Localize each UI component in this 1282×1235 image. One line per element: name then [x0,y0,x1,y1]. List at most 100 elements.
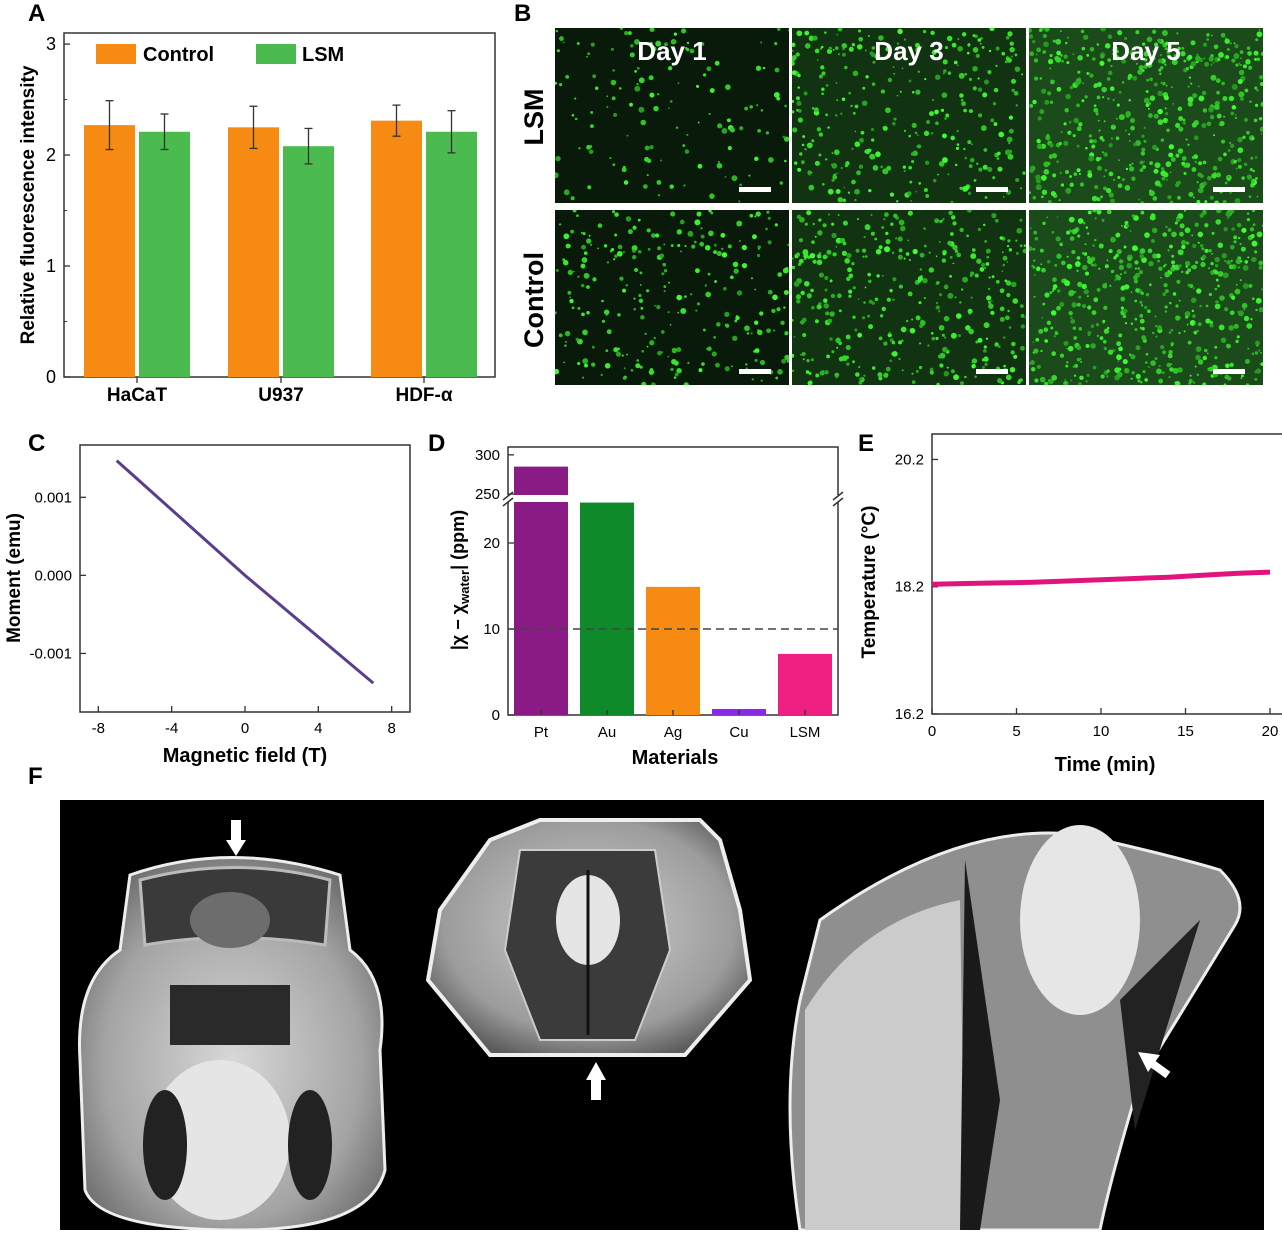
cell-dot [796,100,802,106]
cell-dot [799,152,803,156]
cell-dot [1032,247,1036,251]
cell-dot [1120,296,1126,302]
cell-dot [826,249,832,255]
cell-dot [847,191,851,194]
cell-dot [1146,78,1150,82]
ylabel-part3: | (ppm) [448,510,468,570]
cell-dot [1118,159,1120,162]
cell-dot [959,227,964,233]
cell-dot [1160,138,1164,142]
cell-dot [1089,46,1095,52]
mri-image-sagittal [788,825,1242,1232]
cell-dot [1036,138,1041,144]
cell-dot [1118,114,1125,121]
cell-dot [1034,274,1036,276]
cell-dot [851,179,856,185]
cell-dot [922,29,927,34]
cell-dot [1238,91,1245,98]
cell-dot [881,56,884,59]
cell-dot [909,180,913,184]
cell-dot [1162,350,1167,355]
cell-dot [613,112,618,117]
cell-dot [1029,51,1035,57]
cell-dot [673,376,677,379]
cell-dot [968,77,973,81]
cell-dot [1091,310,1097,316]
cell-dot [1143,160,1145,163]
cell-dot [1106,187,1112,194]
cell-dot [1006,261,1009,263]
cell-dot [1214,356,1218,360]
cell-dot [977,38,982,42]
cell-dot [773,329,776,332]
cell-dot [1227,149,1231,152]
cell-dot [1006,245,1010,248]
cell-dot [1190,61,1197,67]
cell-dot [1194,160,1198,164]
cell-dot [846,252,852,259]
cell-dot [735,315,740,321]
cell-dot [1201,247,1205,251]
cell-dot [907,239,910,242]
cell-dot [1086,53,1090,57]
cell-dot [621,354,624,357]
x-tick-label: 20 [1262,723,1279,740]
cell-dot [564,330,571,337]
cell-dot [1076,302,1081,307]
cell-dot [1178,116,1184,122]
cell-dot [1039,376,1046,383]
cell-dot [1234,44,1239,49]
panel-b-row-labels: LSM Control [519,89,549,348]
cell-dot [1135,345,1141,351]
cell-dot [1086,295,1089,298]
cell-dot [908,79,912,83]
cell-dot [872,165,879,171]
cell-dot [1172,292,1177,296]
cell-dot [1011,341,1016,347]
cell-dot [1166,128,1170,132]
cell-dot [1166,120,1169,123]
cell-dot [951,42,957,48]
cell-dot [1063,122,1067,126]
cell-dot [556,49,560,53]
cell-dot [638,293,642,298]
cell-dot [1078,172,1081,176]
y-tick-label: 3 [46,34,56,54]
cell-dot [887,333,892,338]
cell-dot [1147,107,1150,110]
cell-dot [1131,245,1138,252]
cell-dot [1035,337,1040,342]
cell-dot [745,363,748,366]
cell-dot [600,373,603,377]
cell-dot [1115,274,1120,279]
y-tick-label: 18.2 [895,579,924,596]
cell-dot [814,160,820,166]
cell-dot [1254,250,1258,254]
cell-dot [1003,364,1006,368]
column-label-day5: Day 5 [1111,36,1181,66]
cell-dot [583,272,590,279]
cell-dot [1185,67,1190,71]
cell-dot [1165,225,1168,229]
cell-dot [1162,292,1167,297]
cell-dot [677,82,680,84]
cell-dot [1138,198,1141,201]
cell-dot [1247,256,1250,259]
cell-dot [829,337,833,341]
cell-dot [1116,249,1122,255]
cell-dot [983,148,988,152]
cell-dot [1196,288,1202,294]
cell-dot [1002,196,1005,198]
cell-dot [1084,271,1090,276]
cell-dot [1258,265,1263,270]
cell-dot [923,227,926,231]
cell-dot [1049,67,1052,70]
x-tick-label: U937 [258,385,303,406]
cell-dot [1039,109,1045,115]
cell-dot [1051,374,1058,381]
cell-dot [725,323,730,328]
cell-dot [1094,217,1097,220]
cell-dot [739,183,742,187]
chart-d-xlabel: Materials [632,747,719,769]
cell-dot [893,117,897,121]
